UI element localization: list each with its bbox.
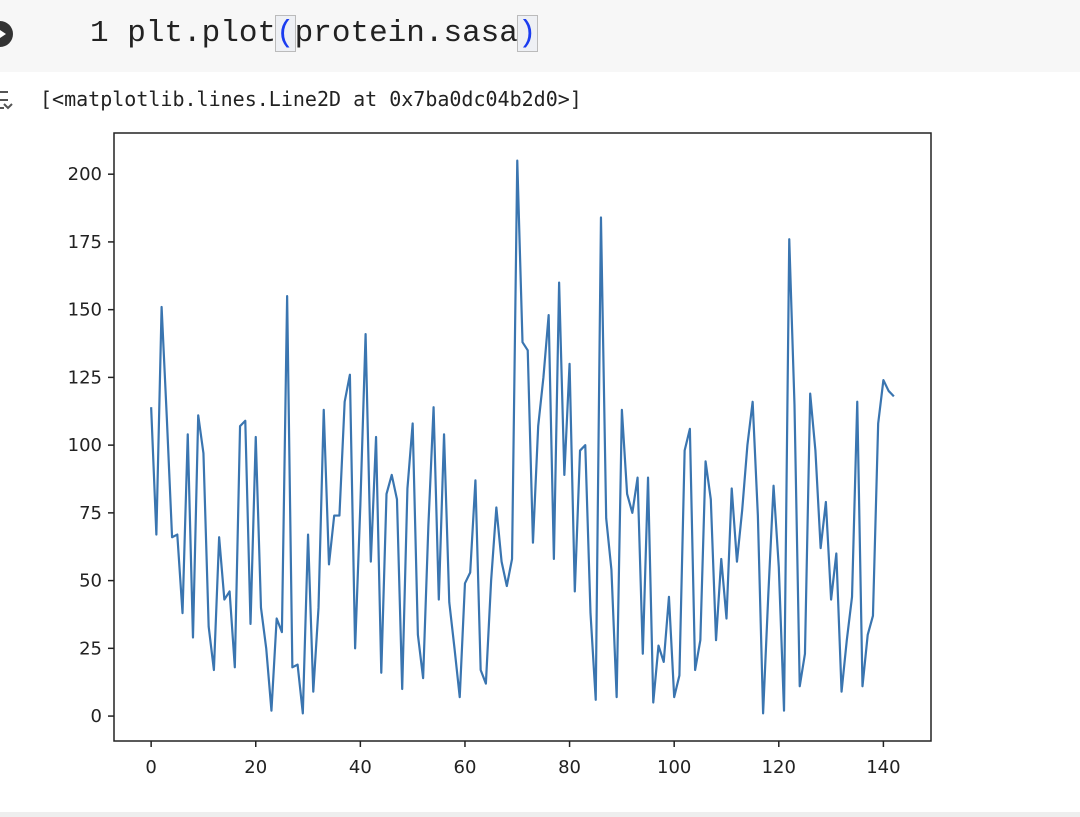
code-cell: 1 plt.plot(protein.sasa) <box>0 0 1080 72</box>
code-token: plt.plot <box>127 16 277 51</box>
line-number: 1 <box>90 16 109 51</box>
code-line[interactable]: 1 plt.plot(protein.sasa) <box>90 15 538 52</box>
x-tick-label: 140 <box>866 757 900 778</box>
data-line <box>150 159 895 715</box>
y-tick-label: 150 <box>68 300 102 321</box>
y-tick-label: 50 <box>79 571 102 592</box>
y-tick-label: 175 <box>68 232 102 253</box>
y-tick-label: 0 <box>91 706 102 727</box>
x-tick-label: 100 <box>657 757 691 778</box>
x-tick-label: 0 <box>145 757 156 778</box>
x-tick-label: 80 <box>558 757 581 778</box>
y-tick-label: 25 <box>79 638 102 659</box>
x-tick-label: 60 <box>454 757 477 778</box>
output-text: [<matplotlib.lines.Line2D at 0x7ba0dc04b… <box>40 87 582 111</box>
output-icon[interactable] <box>0 0 20 120</box>
x-tick-label: 20 <box>244 757 267 778</box>
code-token: protein.sasa <box>294 16 518 51</box>
y-tick-label: 100 <box>68 435 102 456</box>
plot-frame <box>113 132 932 742</box>
y-tick-label: 125 <box>68 367 102 388</box>
y-tick-label: 200 <box>68 164 102 185</box>
code-token: ) <box>516 15 538 52</box>
x-tick-label: 120 <box>762 757 796 778</box>
run-button[interactable] <box>0 0 30 72</box>
code-token: ( <box>275 15 296 52</box>
y-tick-label: 75 <box>79 503 102 524</box>
divider <box>0 812 1080 817</box>
x-tick-label: 40 <box>349 757 372 778</box>
